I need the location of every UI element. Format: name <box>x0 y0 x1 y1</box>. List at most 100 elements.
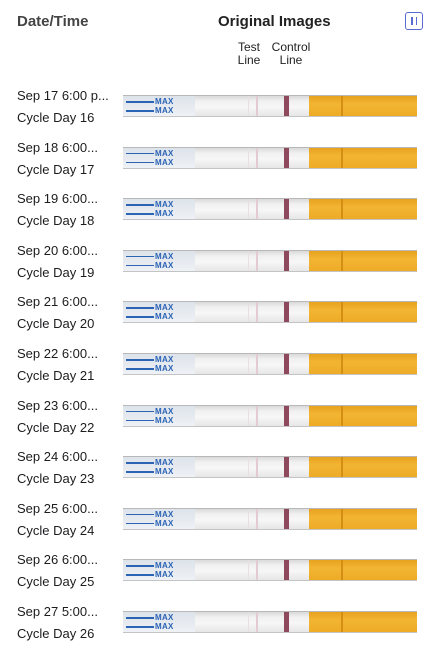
strip-max-text: MAX <box>155 303 174 313</box>
strip-arrow-line <box>126 410 154 413</box>
strip-arrow-line <box>126 213 154 215</box>
test-strip-image[interactable]: MAX MAX <box>123 301 417 324</box>
entry-datetime: Sep 21 6:00... <box>17 294 98 310</box>
entry-cycle-day: Cycle Day 16 <box>17 110 95 125</box>
entry-cycle-day: Cycle Day 21 <box>17 368 95 383</box>
test-entry-row[interactable]: Sep 25 6:00... Cycle Day 24 MAX MAX <box>0 501 439 553</box>
strip-arrow-line <box>126 565 154 567</box>
entry-datetime: Sep 24 6:00... <box>17 449 98 465</box>
strip-handle-seam <box>341 612 343 632</box>
strip-handle-seam <box>341 302 343 323</box>
strip-max-text: MAX <box>155 406 174 416</box>
test-strip-image[interactable]: MAX MAX <box>123 353 417 375</box>
strip-max-text: MAX <box>155 200 174 210</box>
strip-test-line <box>256 560 258 581</box>
compare-view-button[interactable] <box>405 12 423 30</box>
strip-max-text: MAX <box>155 157 174 167</box>
control-line-label-bottom: Line <box>279 53 303 67</box>
test-entry-row[interactable]: Sep 22 6:00... Cycle Day 21 MAX MAX <box>0 346 439 398</box>
strip-arrow-line <box>126 513 154 516</box>
strip-max-text: MAX <box>155 148 174 158</box>
test-strip-image[interactable]: MAX MAX <box>123 198 417 221</box>
test-line-label-top: Test <box>237 40 260 54</box>
strip-max-text: MAX <box>155 106 174 115</box>
strip-control-line <box>284 612 289 632</box>
test-strip-image[interactable]: MAX MAX <box>123 95 417 117</box>
test-entry-row[interactable]: Sep 27 5:00... Cycle Day 26 MAX MAX <box>0 604 439 656</box>
page-title: Original Images <box>218 13 331 30</box>
strip-control-line <box>284 508 289 529</box>
strip-handle <box>309 508 417 529</box>
pause-bars-icon-2 <box>415 17 417 25</box>
entry-datetime: Sep 22 6:00... <box>17 346 98 361</box>
strip-arrow-line <box>126 152 154 155</box>
strip-faint-mark <box>248 405 249 426</box>
test-entry-row[interactable]: Sep 21 6:00... Cycle Day 20 MAX MAX <box>0 294 439 346</box>
test-line-column-label: Test Line <box>230 41 268 67</box>
entry-datetime: Sep 25 6:00... <box>17 500 98 516</box>
strip-max-text: MAX <box>155 364 174 373</box>
test-strip-image[interactable]: MAX MAX <box>123 404 417 427</box>
strip-handle-seam <box>341 147 343 168</box>
strip-test-line <box>256 508 258 529</box>
strip-faint-mark <box>248 250 249 271</box>
test-entry-row[interactable]: Sep 19 6:00... Cycle Day 18 MAX MAX <box>0 191 439 243</box>
strip-arrow-line <box>126 471 154 473</box>
strip-max-text: MAX <box>155 561 174 571</box>
strip-control-line <box>284 96 289 116</box>
strip-max-text: MAX <box>155 458 174 468</box>
strip-arrow-line <box>126 359 154 361</box>
strip-handle <box>309 250 417 271</box>
strip-max-text: MAX <box>155 613 174 622</box>
test-entry-row[interactable]: Sep 17 6:00 p... Cycle Day 16 MAX MAX <box>0 88 439 140</box>
strip-faint-mark <box>248 199 249 220</box>
entry-cycle-day: Cycle Day 22 <box>17 419 95 435</box>
entry-cycle-day: Cycle Day 17 <box>17 161 95 177</box>
entry-cycle-day: Cycle Day 23 <box>17 471 95 487</box>
test-strip-image[interactable]: MAX MAX <box>123 146 417 169</box>
strip-handle <box>309 560 417 581</box>
test-entry-row[interactable]: Sep 20 6:00... Cycle Day 19 MAX MAX <box>0 243 439 295</box>
strip-handle <box>309 457 417 478</box>
entry-datetime: Sep 19 6:00... <box>17 191 98 207</box>
test-strip-image[interactable]: MAX MAX <box>123 559 417 582</box>
pause-bars-icon <box>411 17 413 25</box>
strip-handle <box>309 147 417 168</box>
strip-arrow-line <box>126 101 154 103</box>
strip-test-line <box>256 354 258 374</box>
strip-max-text: MAX <box>155 570 174 580</box>
strip-handle-seam <box>341 354 343 374</box>
strip-faint-mark <box>248 508 249 529</box>
test-entry-row[interactable]: Sep 18 6:00... Cycle Day 17 MAX MAX <box>0 140 439 192</box>
test-strip-image[interactable]: MAX MAX <box>123 507 417 530</box>
strip-max-text: MAX <box>155 467 174 477</box>
strip-arrow-line <box>126 161 154 164</box>
entry-datetime: Sep 26 6:00... <box>17 552 98 568</box>
entry-cycle-day: Cycle Day 18 <box>17 213 95 229</box>
strip-handle <box>309 302 417 323</box>
test-entry-row[interactable]: Sep 24 6:00... Cycle Day 23 MAX MAX <box>0 449 439 501</box>
strip-control-line <box>284 457 289 478</box>
test-strip-image[interactable]: MAX MAX <box>123 456 417 479</box>
strip-faint-mark <box>248 96 249 116</box>
strip-test-line <box>256 199 258 220</box>
strip-control-line <box>284 250 289 271</box>
strip-handle-seam <box>341 560 343 581</box>
strip-arrow-line <box>126 462 154 464</box>
strip-arrow-line <box>126 204 154 206</box>
strip-test-line <box>256 457 258 478</box>
strip-faint-mark <box>248 560 249 581</box>
strip-handle <box>309 96 417 116</box>
date-time-header: Date/Time <box>17 13 89 30</box>
strip-arrow-line <box>126 626 154 628</box>
test-strip-image[interactable]: MAX MAX <box>123 249 417 272</box>
strip-control-line <box>284 199 289 220</box>
test-strip-image[interactable]: MAX MAX <box>123 611 417 633</box>
test-entry-row[interactable]: Sep 26 6:00... Cycle Day 25 MAX MAX <box>0 552 439 604</box>
control-line-label-top: Control <box>271 40 311 54</box>
strip-faint-mark <box>248 457 249 478</box>
strip-control-line <box>284 354 289 374</box>
strip-arrow-line <box>126 574 154 576</box>
entry-datetime: Sep 20 6:00... <box>17 242 98 258</box>
test-entry-row[interactable]: Sep 23 6:00... Cycle Day 22 MAX MAX <box>0 398 439 450</box>
